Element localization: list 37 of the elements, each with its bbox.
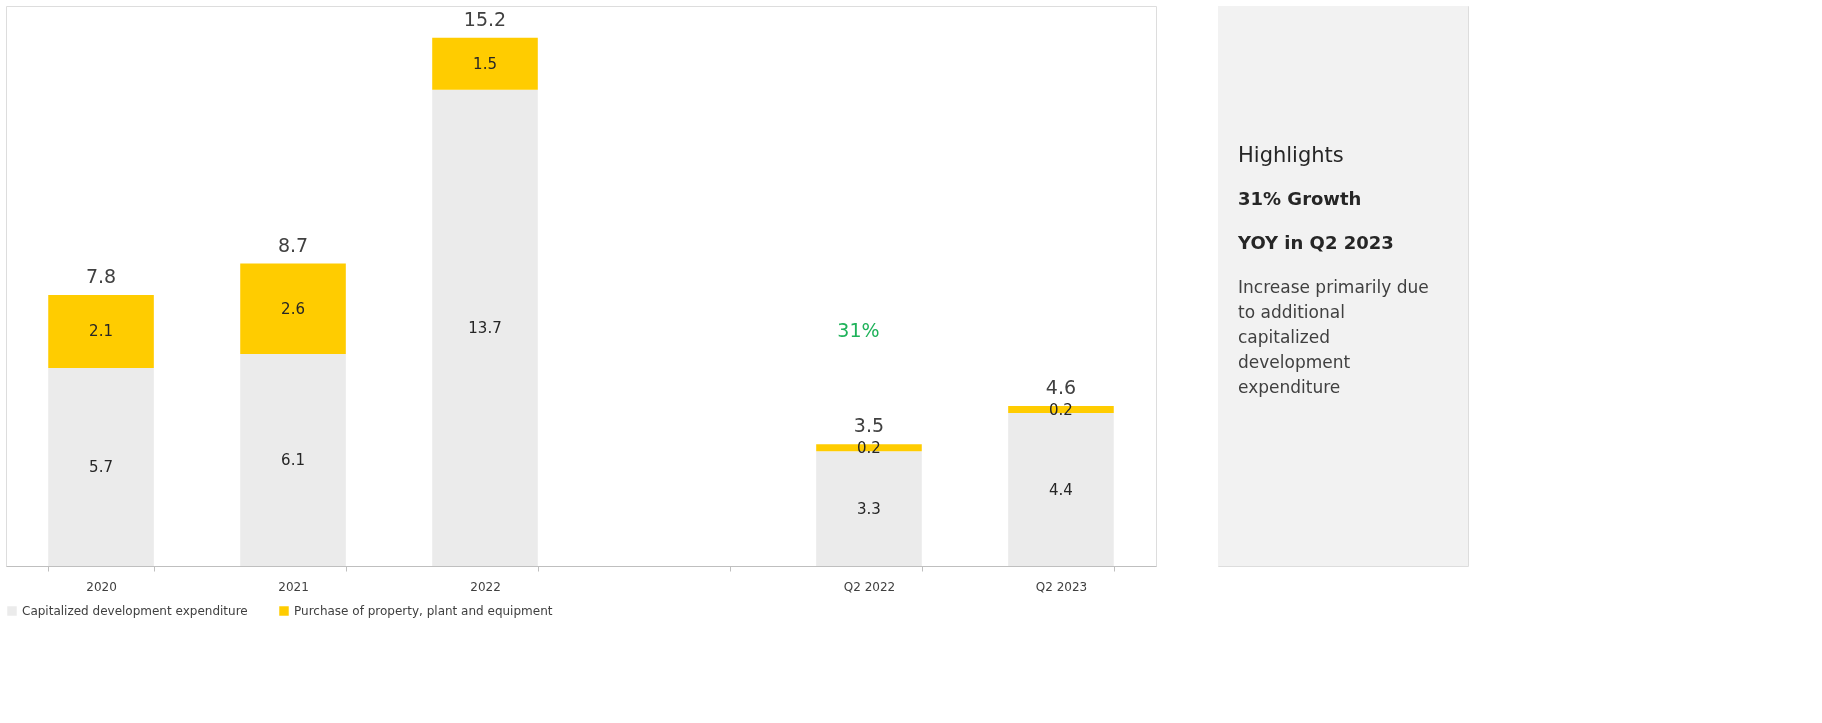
x-tick-label: Q2 2022	[843, 579, 896, 594]
legend-label: Capitalized development expenditure	[22, 604, 248, 618]
bar	[48, 294, 154, 368]
data-label: 1.5	[473, 54, 497, 73]
bar	[1008, 413, 1114, 566]
legend-label: Purchase of property, plant and equipment	[294, 604, 553, 618]
bar	[816, 451, 922, 566]
text: to additional	[1238, 302, 1345, 322]
text: YOY in Q2 2023	[1237, 232, 1394, 253]
total-label: 3.5	[853, 414, 885, 437]
x-tick-label: 2022	[470, 579, 501, 594]
text: capitalized	[1238, 327, 1330, 347]
x-tick-label: 2021	[278, 579, 309, 594]
data-label: 6.1	[281, 450, 305, 469]
data-label: 4.4	[1049, 480, 1073, 499]
total-label: 4.6	[1045, 376, 1077, 399]
data-label: 5.7	[89, 457, 113, 476]
annotation: 31%	[837, 318, 880, 341]
x-tick-label: Q2 2023	[1035, 579, 1088, 594]
data-label: 3.3	[857, 499, 881, 518]
text: Highlights	[1238, 143, 1344, 167]
total-label: 8.7	[277, 233, 309, 256]
bar	[48, 367, 154, 566]
x-tick-label: 2020	[86, 579, 117, 594]
bar	[432, 37, 538, 90]
text: Increase primarily due	[1238, 277, 1429, 297]
text: development	[1238, 352, 1351, 372]
text: expenditure	[1238, 377, 1341, 397]
total-label: 7.8	[85, 264, 117, 287]
bar	[240, 353, 346, 566]
data-label: 2.1	[89, 322, 113, 341]
bar	[432, 89, 538, 566]
data-label: 13.7	[468, 318, 502, 337]
text: 31% Growth	[1238, 188, 1362, 209]
data-label: 2.6	[281, 299, 305, 318]
total-label: 15.2	[463, 7, 507, 30]
bar	[240, 263, 346, 354]
